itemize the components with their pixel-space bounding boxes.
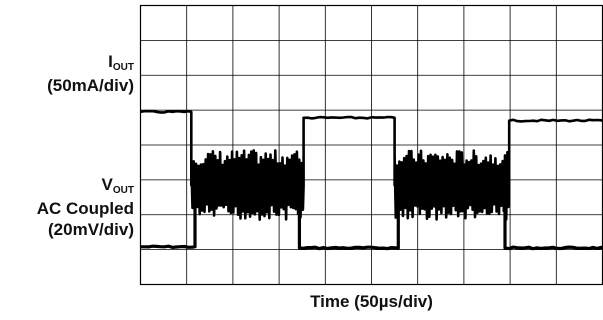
vout-label-sub: OUT [112,185,134,196]
vout-label-main: V [101,175,113,194]
vout-scale: (20mV/div) [48,220,134,239]
vout-label: VOUT AC Coupled (20mV/div) [0,174,134,240]
iout-label: IOUT (50mA/div) [0,51,134,96]
traces [140,109,603,251]
iout-scale: (50mA/div) [47,76,134,95]
iout-label-sub: OUT [112,62,134,73]
vout-coupling: AC Coupled [36,199,134,218]
iout-label-main: I [108,52,113,71]
vout-trace [140,109,603,221]
grid [140,5,603,285]
x-axis-label: Time (50µs/div) [310,292,433,311]
